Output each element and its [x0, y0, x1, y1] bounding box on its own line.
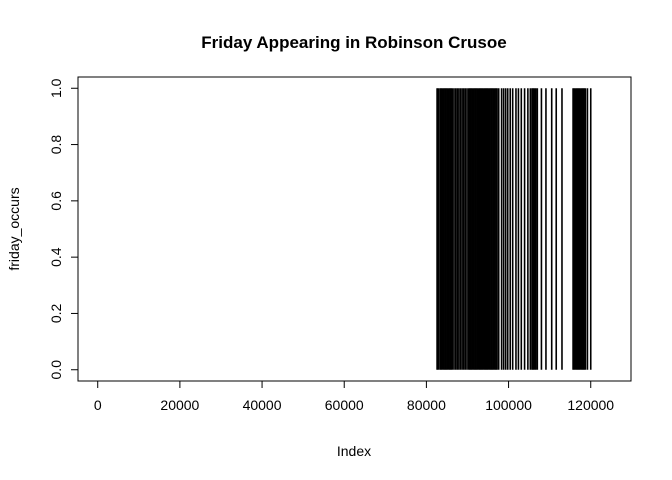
x-tick-label-6: 120000 — [567, 397, 614, 413]
y-tick-label-3: 0.6 — [48, 191, 64, 211]
x-tick-label-0: 0 — [94, 397, 102, 413]
y-axis: 0.0 0.2 0.4 0.6 0.8 1.0 — [48, 78, 79, 380]
y-tick-label-1: 0.2 — [48, 304, 64, 324]
y-tick-label-4: 0.8 — [48, 135, 64, 155]
bars-group — [436, 88, 592, 370]
y-tick-label-5: 1.0 — [48, 78, 64, 98]
x-tick-label-2: 40000 — [243, 397, 282, 413]
chart-title: Friday Appearing in Robinson Crusoe — [201, 33, 506, 52]
x-axis: 0 20000 40000 60000 80000 100000 120000 — [94, 380, 614, 413]
y-tick-label-0: 0.0 — [48, 360, 64, 380]
x-tick-label-3: 60000 — [325, 397, 364, 413]
x-tick-label-4: 80000 — [407, 397, 446, 413]
x-axis-label: Index — [337, 443, 371, 459]
plot-box — [77, 76, 632, 382]
x-tick-label-1: 20000 — [160, 397, 199, 413]
x-tick-label-5: 100000 — [485, 397, 532, 413]
y-axis-label: friday_occurs — [6, 187, 22, 270]
y-tick-label-2: 0.4 — [48, 247, 64, 267]
